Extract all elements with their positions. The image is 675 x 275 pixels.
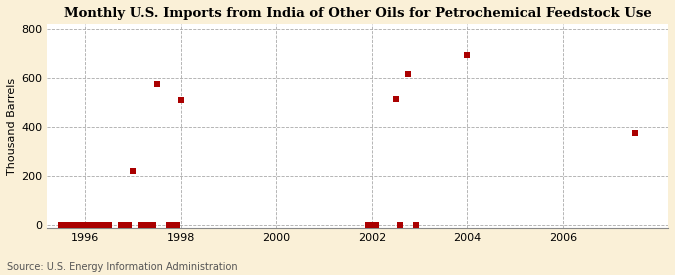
Y-axis label: Thousand Barrels: Thousand Barrels (7, 78, 17, 175)
Point (148, 222, 159, 227)
Point (136, 222, 146, 227)
Point (68, 222, 79, 227)
Title: Monthly U.S. Imports from India of Other Oils for Petrochemical Feedstock Use: Monthly U.S. Imports from India of Other… (63, 7, 651, 20)
Point (410, 222, 421, 227)
Point (76, 222, 87, 227)
Point (144, 222, 155, 227)
Point (64, 222, 75, 227)
Point (367, 222, 377, 227)
Point (167, 222, 178, 227)
Point (176, 98, 186, 102)
Point (163, 222, 174, 227)
Point (115, 222, 126, 227)
Point (171, 222, 182, 227)
Point (80, 222, 90, 227)
Point (88, 222, 99, 227)
Point (124, 222, 134, 227)
Point (371, 222, 381, 227)
Point (140, 222, 151, 227)
Text: Source: U.S. Energy Information Administration: Source: U.S. Energy Information Administ… (7, 262, 238, 272)
Point (104, 222, 115, 227)
Point (92, 222, 103, 227)
Point (56, 222, 67, 227)
Point (96, 222, 107, 227)
Point (72, 222, 82, 227)
Point (462, 52, 473, 57)
Point (394, 222, 405, 227)
Point (84, 222, 95, 227)
Point (100, 222, 111, 227)
Point (390, 97, 401, 101)
Point (128, 168, 138, 173)
Point (60, 222, 71, 227)
Point (629, 131, 640, 135)
Point (402, 72, 413, 76)
Point (119, 222, 130, 227)
Point (152, 82, 163, 86)
Point (362, 222, 373, 227)
